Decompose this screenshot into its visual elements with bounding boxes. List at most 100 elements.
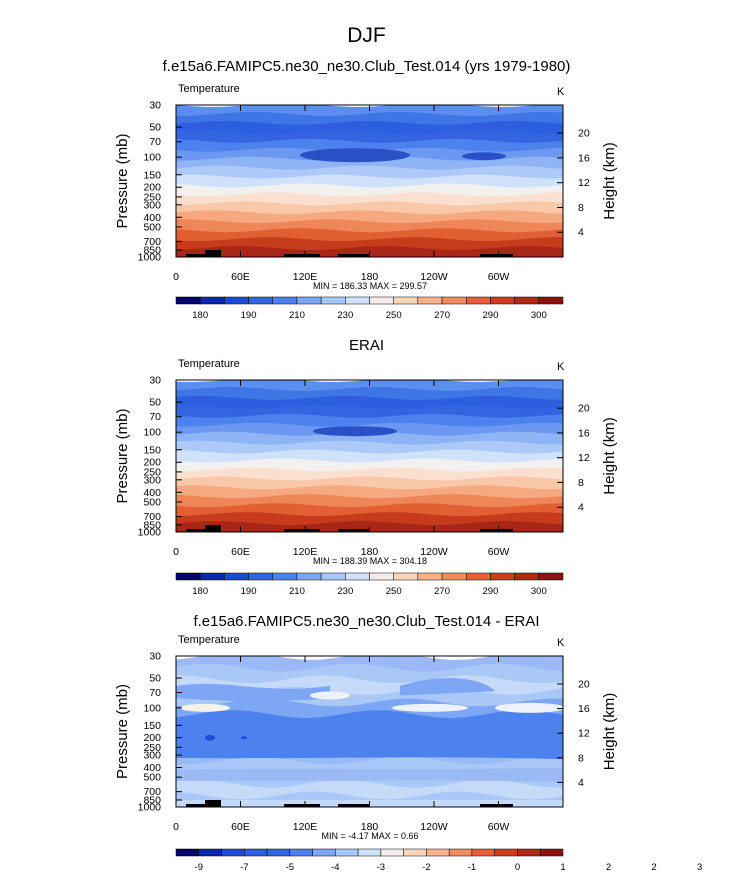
colorbar-label: 3 <box>697 862 702 872</box>
colorbar-box <box>224 296 249 305</box>
y-right-tick-label: 20 <box>578 403 590 415</box>
x-tick-label: 0 <box>173 821 179 833</box>
cold-core-region <box>300 148 410 163</box>
difference-region <box>310 691 350 700</box>
colorbar-box <box>539 848 564 857</box>
colorbar-label: 230 <box>337 586 353 597</box>
x-tick-label: 60W <box>488 821 510 833</box>
topography <box>284 804 320 807</box>
y-right-tick-label: 4 <box>578 777 584 789</box>
colorbar-box <box>296 572 322 581</box>
y-tick-label: 100 <box>143 427 161 439</box>
y-tick-label: 70 <box>149 687 161 699</box>
y-tick-label: 300 <box>143 199 161 211</box>
y-tick-label: 250 <box>143 466 161 478</box>
x-tick-label: 120E <box>293 546 318 558</box>
colorbar-box <box>272 296 298 305</box>
topography <box>338 254 370 257</box>
colorbar-box <box>248 296 273 305</box>
colorbar-label: 300 <box>531 586 547 597</box>
y-tick-label: 1000 <box>138 527 162 539</box>
topography <box>205 250 221 257</box>
colorbar-box <box>244 848 268 857</box>
colorbar-label: 1 <box>560 862 565 872</box>
y-right-tick-label: 12 <box>578 728 590 740</box>
colorbar-label: 250 <box>386 310 402 321</box>
x-tick-label: 180 <box>361 821 379 833</box>
y-tick-label: 30 <box>149 651 161 663</box>
y-tick-label: 100 <box>143 702 161 714</box>
colorbar-box <box>221 848 245 857</box>
difference-region <box>400 678 495 696</box>
y-tick-label: 300 <box>143 750 161 762</box>
colorbar-box <box>448 848 473 857</box>
difference-region <box>176 722 563 760</box>
x-tick-label: 60E <box>231 271 250 283</box>
colorbar-box <box>490 296 515 305</box>
colorbar-label: -2 <box>422 862 430 872</box>
colorbar-box <box>198 848 222 857</box>
min-max-label: MIN = -4.17 MAX = 0.66 <box>321 831 418 841</box>
colorbar-box <box>403 848 427 857</box>
colorbar-box <box>175 848 200 857</box>
y-tick-label: 30 <box>149 100 161 112</box>
y-tick-label: 70 <box>149 136 161 148</box>
colorbar-box <box>393 572 419 581</box>
plot-area <box>176 105 563 257</box>
y-tick-label: 250 <box>143 191 161 203</box>
colorbar-label: 190 <box>241 586 257 597</box>
topography <box>480 529 513 532</box>
topography <box>284 254 320 257</box>
x-tick-label: 60W <box>488 271 510 283</box>
colorbar-box <box>175 296 201 305</box>
x-tick-label: 120W <box>420 821 448 833</box>
y-tick-label: 400 <box>143 487 161 499</box>
colorbar-label: 210 <box>289 310 305 321</box>
colorbar-box <box>514 572 540 581</box>
colorbar-box <box>466 296 491 305</box>
colorbar-label: 230 <box>337 310 353 321</box>
y-right-tick-label: 8 <box>578 477 584 489</box>
y-tick-label: 1000 <box>138 252 162 264</box>
y-tick-label: 500 <box>143 772 161 784</box>
colorbar-box <box>345 572 370 581</box>
y-tick-label: 50 <box>149 122 161 134</box>
y-tick-label: 850 <box>143 795 161 807</box>
colorbar-box <box>417 572 443 581</box>
difference-region <box>180 703 230 712</box>
colorbar-label: -4 <box>331 862 339 872</box>
colorbar-label: 290 <box>483 586 499 597</box>
colorbar-label: 2 <box>606 862 611 872</box>
colorbar-label: 190 <box>241 310 257 321</box>
y-tick-label: 400 <box>143 762 161 774</box>
y-tick-label: 100 <box>143 152 161 164</box>
min-max-label: MIN = 188.39 MAX = 304.18 <box>313 556 427 566</box>
y-tick-label: 700 <box>143 786 161 798</box>
difference-region <box>205 734 215 741</box>
colorbar-box <box>199 572 225 581</box>
x-tick-label: 0 <box>173 546 179 558</box>
y-tick-label: 1000 <box>138 802 162 814</box>
y-right-tick-label: 4 <box>578 227 584 239</box>
topography <box>480 254 513 257</box>
y-right-tick-label: 20 <box>578 128 590 140</box>
difference-region <box>176 767 563 783</box>
units-label: K <box>557 637 565 649</box>
colorbar-box <box>490 572 515 581</box>
x-tick-label: 120E <box>293 821 318 833</box>
topography <box>186 254 220 257</box>
figure-title: DJF <box>347 24 386 47</box>
difference-region <box>241 736 247 740</box>
y-tick-label: 700 <box>143 511 161 523</box>
y-right-tick-label: 16 <box>578 427 590 439</box>
colorbar-label: 290 <box>483 310 499 321</box>
y-tick-label: 400 <box>143 212 161 224</box>
y-tick-label: 150 <box>143 444 161 456</box>
y-tick-label: 300 <box>143 474 161 486</box>
topography <box>338 804 370 807</box>
colorbar-label: 180 <box>192 310 208 321</box>
y-tick-label: 250 <box>143 742 161 754</box>
y-tick-label: 700 <box>143 236 161 248</box>
panel-2: 3050701001502002503004005007008501000201… <box>114 358 618 597</box>
